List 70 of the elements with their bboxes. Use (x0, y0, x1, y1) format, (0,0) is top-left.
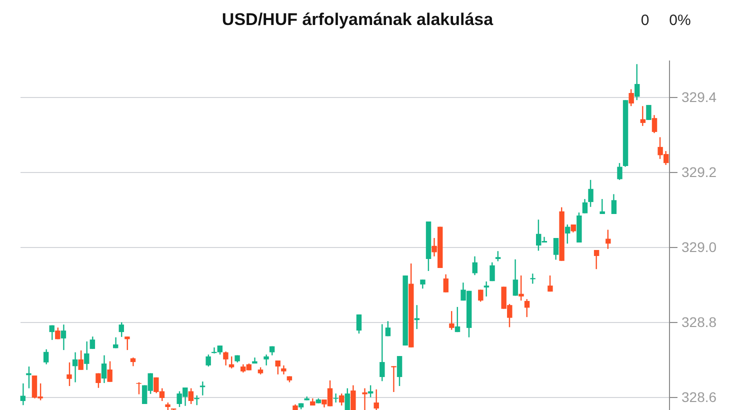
candlestick (60, 324, 66, 351)
candlestick (275, 360, 280, 375)
candlestick (646, 104, 652, 121)
candlestick (107, 360, 112, 382)
candlestick (414, 304, 420, 330)
candlestick (350, 384, 356, 410)
candlestick (472, 256, 478, 276)
candlestick (136, 382, 142, 395)
candlestick (478, 289, 484, 302)
y-tick-label: 328.6 (682, 388, 717, 405)
candlestick (495, 250, 501, 262)
candlestick (264, 354, 269, 366)
candlestick (84, 340, 90, 371)
candlestick (188, 388, 194, 405)
y-tick-label: 329.0 (682, 238, 717, 255)
y-tick-label: 329.4 (682, 88, 717, 105)
candlestick (72, 352, 78, 383)
candlestick (396, 355, 402, 387)
candlestick (512, 258, 518, 296)
candlestick (118, 322, 124, 338)
candlestick (594, 249, 600, 270)
candlestick (490, 262, 495, 282)
candlestick (518, 274, 524, 302)
candlestick (338, 392, 344, 406)
candlestick (228, 356, 234, 370)
candlestick (344, 388, 350, 410)
candlestick (611, 194, 617, 215)
candlestick (333, 392, 338, 404)
candlestick (600, 198, 605, 215)
candlestick (548, 274, 553, 292)
candlestick (194, 394, 200, 406)
candlestick (49, 324, 54, 341)
candlestick (449, 310, 454, 330)
candlestick (380, 324, 385, 382)
candlestick (223, 350, 228, 366)
candlestick (66, 362, 72, 387)
candlestick (640, 105, 646, 127)
candlestick (96, 372, 101, 388)
candlestick (553, 237, 559, 260)
candlestick (530, 272, 536, 284)
candlestick (391, 366, 396, 393)
candlestick (617, 162, 622, 181)
text: 0% (669, 12, 691, 29)
candlestick (606, 229, 611, 250)
candlestick (356, 314, 362, 334)
candlestick (634, 64, 640, 101)
candlestick (78, 350, 84, 371)
y-tick-label: 328.8 (682, 314, 717, 330)
candlestick (200, 380, 206, 396)
candlestick (101, 354, 107, 384)
candlestick (20, 382, 26, 406)
candlestick (588, 179, 594, 208)
candlestick (90, 336, 96, 350)
candlestick (443, 274, 449, 293)
candlestick (524, 298, 530, 318)
candlestick (484, 280, 490, 298)
y-tick-label: 329.2 (682, 164, 717, 180)
candlestick (374, 388, 379, 410)
text: 0 (640, 12, 650, 29)
candlestick (124, 336, 130, 351)
candlestick (454, 306, 460, 333)
chart-title: USD/HUF árfolyamának alakulása (222, 10, 494, 29)
candlestick (385, 320, 391, 337)
candlestick (362, 388, 368, 410)
candlestick (652, 114, 658, 134)
candlestick (206, 354, 211, 368)
candlestick (564, 224, 570, 244)
candlestick (582, 198, 588, 214)
candlestick (43, 348, 49, 365)
candlestick (628, 88, 634, 107)
